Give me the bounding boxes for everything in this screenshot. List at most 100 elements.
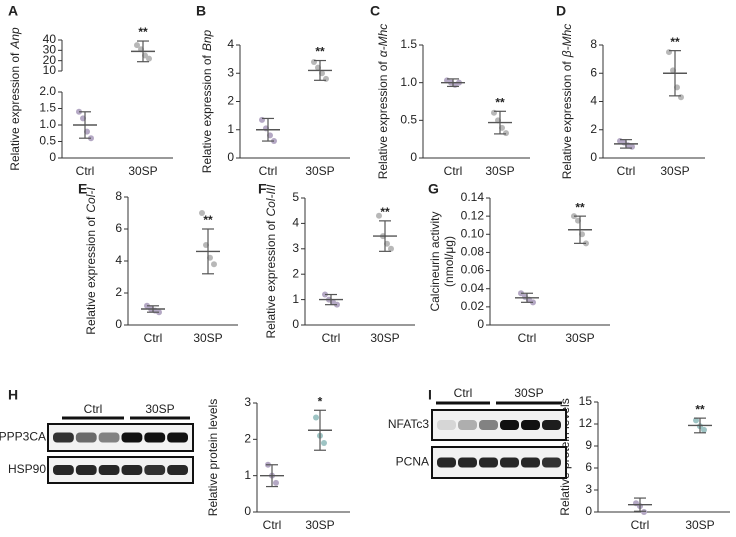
y-axis-label-text: Relative expression of	[84, 216, 98, 335]
y-tick-label: 0.10	[461, 226, 485, 240]
panel-letter: I	[428, 387, 432, 403]
x-tick-label: Ctrl	[631, 518, 650, 532]
y-tick-label: 1.5	[400, 37, 417, 51]
y-tick-label: 30	[43, 43, 57, 57]
y-axis-gene: Anp	[8, 27, 22, 50]
panel-letter: G	[428, 181, 439, 197]
y-tick-label: 0	[49, 150, 56, 164]
x-tick-label: Ctrl	[322, 331, 341, 345]
data-point	[701, 426, 707, 433]
y-tick-label: 9	[585, 438, 592, 452]
blot-band	[479, 457, 498, 468]
y-axis-label-text: Relative expression of	[264, 220, 278, 339]
y-tick-label: 2	[590, 122, 597, 136]
blot-band	[121, 465, 143, 475]
y-axis-label: Relative protein levels	[206, 399, 220, 516]
x-tick-label: 30SP	[128, 164, 157, 178]
y-tick-label: 0	[115, 317, 122, 331]
y-tick-label: 12	[579, 416, 593, 430]
significance: *	[318, 394, 323, 408]
y-axis-gene: α-Mhc	[376, 24, 390, 58]
blot-band	[521, 457, 540, 468]
y-tick-label: 0.14	[461, 190, 485, 204]
data-point	[321, 439, 327, 446]
y-tick-label: 0	[477, 317, 484, 331]
y-tick-label: 3	[585, 482, 592, 496]
panel-letter: B	[196, 3, 206, 19]
blot-band	[479, 420, 498, 430]
y-axis-gene: Bnp	[200, 29, 214, 51]
data-point	[641, 509, 647, 515]
y-axis-gene: Col-III	[264, 184, 278, 217]
data-point	[666, 49, 672, 56]
blot-band	[98, 465, 120, 475]
y-tick-label: 0.02	[461, 299, 485, 313]
y-axis-label: Relative expression of Col-I	[84, 187, 98, 335]
y-tick-label: 3	[292, 241, 299, 255]
blot-band	[167, 432, 188, 443]
data-point	[134, 42, 140, 49]
y-axis-label-text: Relative expression of	[200, 54, 214, 173]
panel-letter: D	[556, 3, 566, 19]
y-axis-gene: Col-I	[84, 187, 98, 213]
data-point	[199, 210, 205, 216]
y-tick-label: 0.12	[461, 208, 485, 222]
y-axis-label: Relative expression of Anp	[8, 27, 22, 171]
y-tick-label: 4	[590, 94, 597, 108]
blot-band	[437, 457, 456, 468]
data-point	[146, 55, 152, 62]
y-axis-unit: (nmol/μg)	[442, 236, 456, 287]
y-tick-label: 0.5	[39, 134, 56, 148]
y-tick-label: 10	[43, 63, 57, 77]
data-point	[693, 417, 699, 424]
x-tick-label: Ctrl	[518, 331, 537, 345]
y-tick-label: 5	[292, 190, 299, 204]
y-tick-label: 1.0	[39, 117, 56, 131]
panel-letter: C	[370, 3, 380, 19]
data-point	[323, 75, 329, 82]
x-tick-label: 30SP	[305, 518, 334, 532]
data-point	[311, 58, 317, 65]
y-tick-label: 0	[410, 150, 417, 164]
y-tick-label: 8	[115, 189, 122, 203]
y-tick-label: 0.04	[461, 281, 485, 295]
x-tick-label: Ctrl	[144, 331, 163, 345]
significance: **	[315, 45, 325, 59]
significance: **	[203, 213, 213, 227]
blot-band	[75, 432, 97, 443]
x-tick-label: 30SP	[685, 518, 714, 532]
y-tick-label: 20	[43, 53, 57, 67]
blot-band	[458, 457, 477, 468]
panel-letter: E	[78, 181, 87, 197]
y-axis-label: Relative expression of β-Mhc	[560, 24, 574, 180]
blot-band	[144, 465, 166, 475]
y-tick-label: 2	[244, 432, 251, 446]
y-tick-label: 0	[590, 150, 597, 164]
x-tick-label: 30SP	[485, 164, 514, 178]
blot-band	[53, 432, 74, 443]
y-tick-label: 1.5	[39, 101, 56, 115]
blot-band	[500, 420, 519, 430]
y-tick-label: 4	[227, 37, 234, 51]
panel-letter: F	[258, 181, 267, 197]
y-axis-label-text: Relative protein levels	[206, 399, 220, 516]
data-point	[376, 212, 382, 219]
data-point	[313, 414, 319, 421]
y-tick-label: 6	[115, 221, 122, 235]
y-tick-label: 0	[227, 150, 234, 164]
y-tick-label: 3	[244, 395, 251, 409]
y-tick-label: 2	[115, 285, 122, 299]
blot-band	[53, 465, 74, 475]
blot-band	[75, 465, 97, 475]
y-tick-label: 8	[590, 37, 597, 51]
blot-row-label: PPP3CA	[0, 430, 46, 444]
y-tick-label: 40	[43, 32, 57, 46]
y-tick-label: 0.06	[461, 263, 485, 277]
blot-band	[167, 465, 188, 475]
x-tick-label: 30SP	[370, 331, 399, 345]
x-tick-label: 30SP	[565, 331, 594, 345]
group-label: Ctrl	[454, 386, 473, 400]
data-point	[259, 116, 265, 123]
blot-band	[542, 420, 561, 430]
y-axis-label: Relative expression of Col-III	[264, 184, 278, 339]
